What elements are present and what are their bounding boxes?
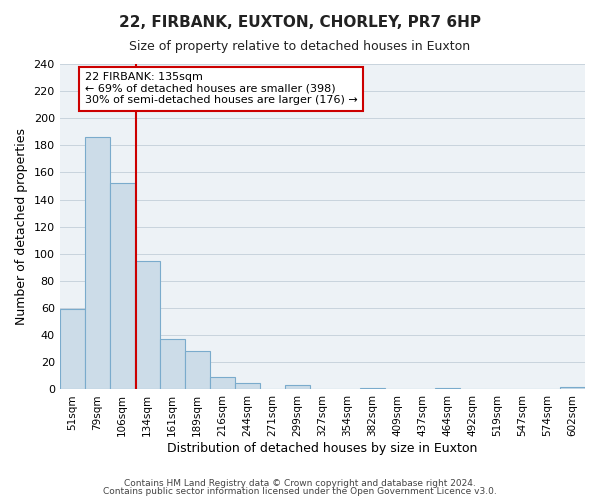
Text: Contains HM Land Registry data © Crown copyright and database right 2024.: Contains HM Land Registry data © Crown c… bbox=[124, 478, 476, 488]
X-axis label: Distribution of detached houses by size in Euxton: Distribution of detached houses by size … bbox=[167, 442, 478, 455]
Bar bbox=[360, 388, 385, 390]
Bar bbox=[235, 382, 260, 390]
Y-axis label: Number of detached properties: Number of detached properties bbox=[15, 128, 28, 325]
Bar bbox=[435, 388, 460, 390]
Bar bbox=[210, 378, 235, 390]
Bar bbox=[160, 340, 185, 390]
Bar bbox=[59, 310, 85, 390]
Bar bbox=[135, 260, 160, 390]
Bar bbox=[185, 352, 210, 390]
Bar bbox=[110, 184, 135, 390]
Bar bbox=[285, 386, 310, 390]
Text: 22 FIRBANK: 135sqm
← 69% of detached houses are smaller (398)
30% of semi-detach: 22 FIRBANK: 135sqm ← 69% of detached hou… bbox=[85, 72, 358, 106]
Text: Size of property relative to detached houses in Euxton: Size of property relative to detached ho… bbox=[130, 40, 470, 53]
Bar bbox=[85, 137, 110, 390]
Text: 22, FIRBANK, EUXTON, CHORLEY, PR7 6HP: 22, FIRBANK, EUXTON, CHORLEY, PR7 6HP bbox=[119, 15, 481, 30]
Text: Contains public sector information licensed under the Open Government Licence v3: Contains public sector information licen… bbox=[103, 487, 497, 496]
Bar bbox=[560, 386, 585, 390]
